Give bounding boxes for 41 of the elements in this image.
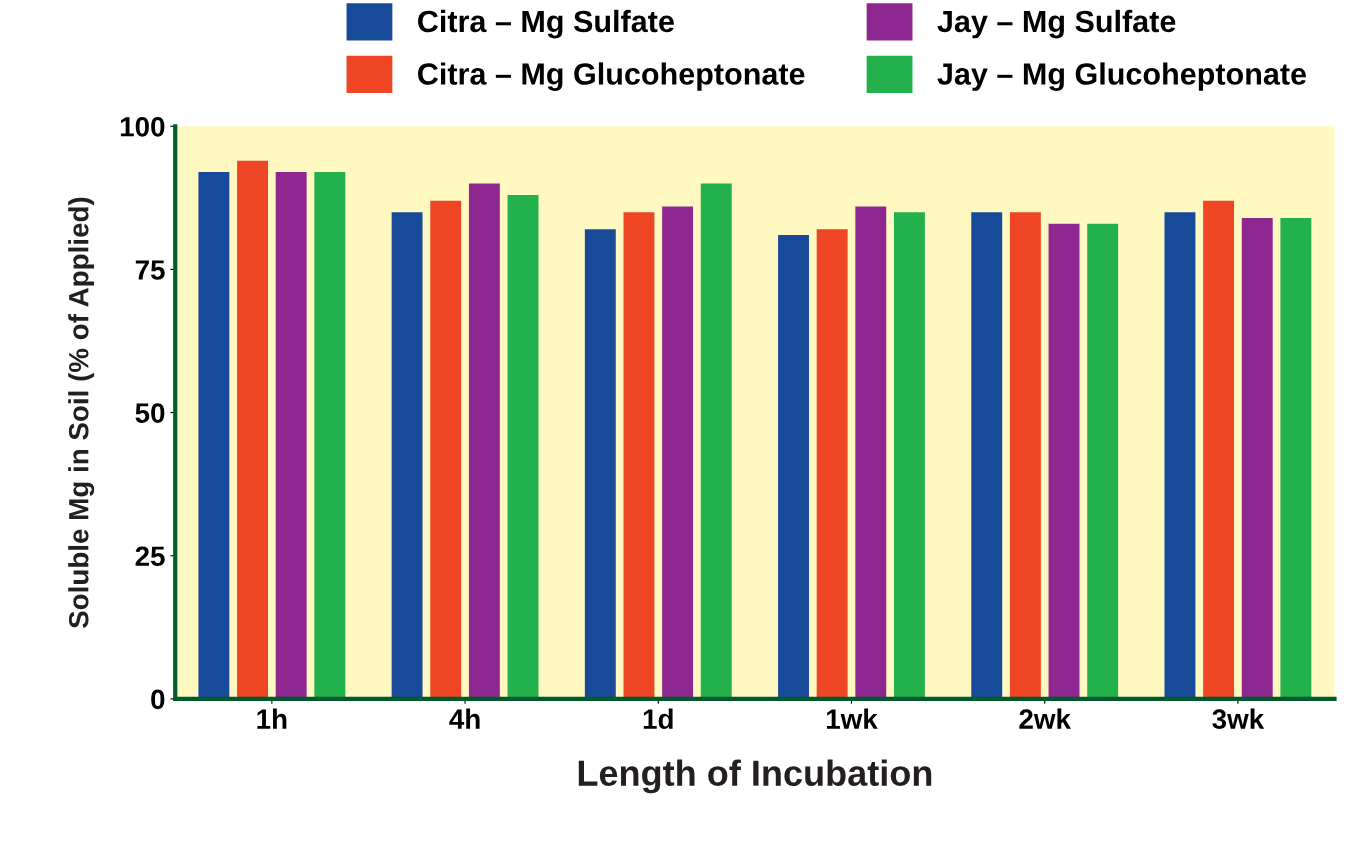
legend-label: Jay – Mg Sulfate	[937, 9, 1176, 39]
bar	[391, 212, 423, 699]
x-tick-label: 4h	[449, 708, 480, 729]
bar	[1280, 217, 1312, 699]
y-tick-label: 100	[120, 116, 165, 137]
bar	[237, 160, 268, 699]
bar	[971, 212, 1003, 699]
legend-label: Jay – Mg Glucoheptonate	[937, 62, 1307, 91]
bar	[1241, 217, 1273, 699]
bar	[468, 183, 500, 699]
legend-label: Citra – Mg Sulfate	[418, 9, 674, 39]
bar	[584, 229, 616, 699]
bar	[430, 200, 462, 699]
bar	[623, 212, 655, 699]
bar	[778, 235, 809, 699]
bar	[816, 229, 848, 699]
y-tick-label: 25	[135, 546, 165, 567]
bar	[893, 212, 925, 699]
x-tick-label: 1wk	[826, 708, 878, 729]
bar	[662, 206, 694, 699]
bar	[855, 206, 887, 699]
x-tick-label: 2wk	[1019, 708, 1071, 729]
bar	[1009, 212, 1041, 699]
x-tick-label: 1d	[643, 708, 673, 729]
x-tick-label: 1h	[257, 708, 287, 729]
x-axis-title: Length of Incubation	[578, 759, 932, 794]
y-tick-label: 50	[135, 403, 165, 423]
legend-label: Citra – Mg Glucoheptonate	[418, 62, 805, 91]
y-axis-title: Soluble Mg in Soil (% of Applied)	[68, 197, 95, 629]
y-tick-label: 0	[151, 689, 165, 710]
y-tick-label: 75	[135, 260, 165, 280]
bar	[314, 172, 346, 699]
bar	[507, 195, 539, 699]
bar	[1164, 212, 1196, 699]
bar	[198, 172, 230, 699]
bar	[1087, 223, 1119, 699]
bar	[700, 183, 732, 699]
x-tick-label: 3wk	[1212, 708, 1265, 730]
bar	[1048, 223, 1080, 699]
bar	[1203, 200, 1235, 699]
bar	[275, 172, 307, 699]
